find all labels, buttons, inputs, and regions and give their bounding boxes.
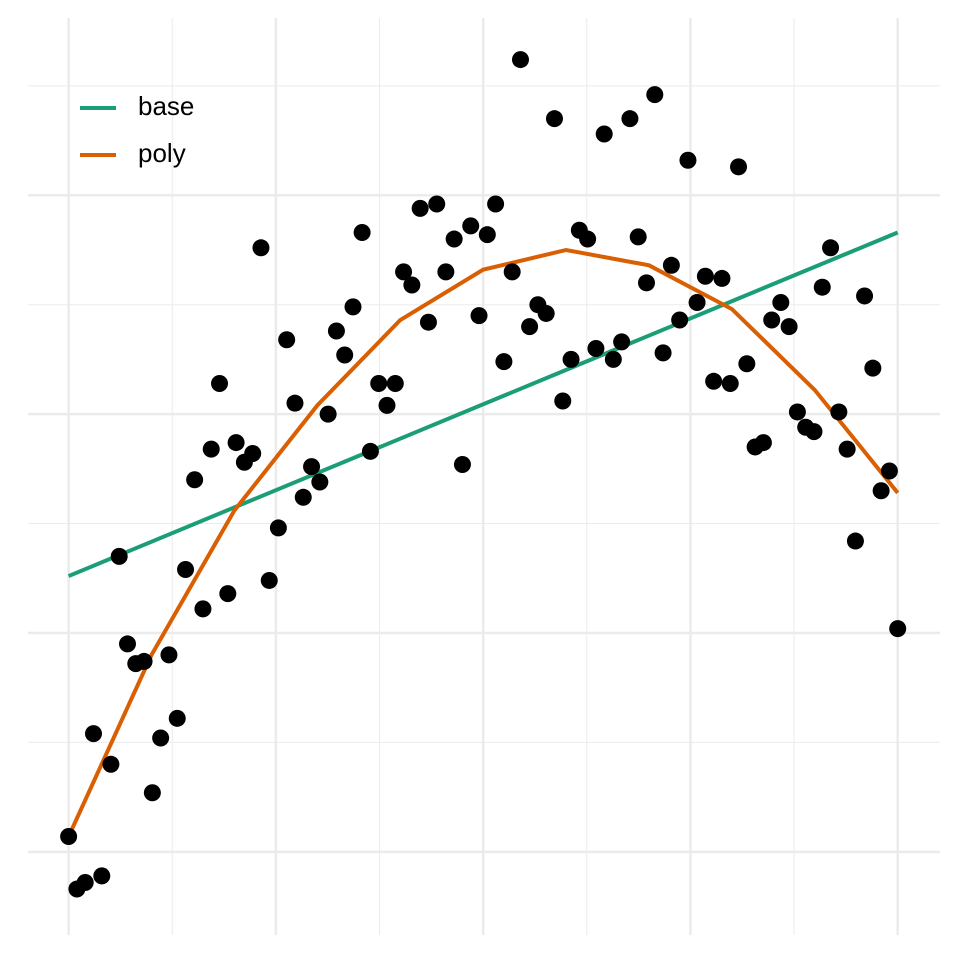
point [102,755,120,773]
point [772,294,790,312]
point [453,455,471,473]
point [93,867,111,885]
point [260,571,278,589]
point [110,547,128,565]
point [638,274,656,292]
point [244,445,262,463]
point [344,298,362,316]
point [621,110,639,128]
point [780,318,798,336]
legend-label: poly [138,138,186,168]
point [60,828,78,846]
point [168,709,186,727]
point [319,405,337,423]
point [511,51,529,69]
point [738,355,756,373]
point [478,226,496,244]
fit-line [66,247,900,838]
point [152,729,170,747]
point [562,350,580,368]
point [537,304,555,322]
point [763,311,781,329]
point [587,339,605,357]
point [437,263,455,281]
point [613,333,631,351]
point [856,287,874,305]
point [688,294,706,312]
point [294,488,312,506]
point [211,374,229,392]
point [143,784,161,802]
point [721,374,739,392]
point [470,307,488,325]
point [838,440,856,458]
point [830,403,848,421]
point [629,228,647,246]
point [286,394,304,412]
point [813,278,831,296]
point [202,440,220,458]
point [278,331,296,349]
point [219,585,237,603]
point [495,353,513,371]
point [311,473,329,491]
point [654,344,672,362]
point [370,374,388,392]
point [730,158,748,176]
point [269,519,287,537]
point [445,230,463,248]
point [864,359,882,377]
point [160,646,178,664]
point [545,110,563,128]
point [521,318,539,336]
point [872,482,890,500]
point [696,267,714,285]
point [554,392,572,410]
point [705,372,723,390]
point [462,217,480,235]
point [503,263,521,281]
point [822,239,840,257]
legend-label: base [138,91,194,121]
point [579,230,597,248]
point [679,151,697,169]
point [395,263,413,281]
point [646,86,664,104]
point [788,403,806,421]
fit-line [67,230,899,578]
point [252,239,270,257]
point [227,434,245,452]
point [378,396,396,414]
point [846,532,864,550]
point [487,195,505,213]
point [604,350,622,368]
point [403,276,421,294]
point [671,311,689,329]
point [84,725,102,743]
point [177,561,195,579]
point [419,313,437,331]
point [713,269,731,287]
point [428,195,446,213]
point [889,620,907,638]
point [595,125,613,143]
point [361,442,379,460]
point [118,635,136,653]
point [805,423,823,441]
point [194,600,212,618]
point [411,199,429,217]
point [303,458,321,476]
point [880,462,898,480]
point [135,652,153,670]
point [186,471,204,489]
point [754,434,772,452]
point [662,256,680,274]
point [76,873,94,891]
point [386,374,404,392]
point [353,223,371,241]
point [336,346,354,364]
point [327,322,345,340]
